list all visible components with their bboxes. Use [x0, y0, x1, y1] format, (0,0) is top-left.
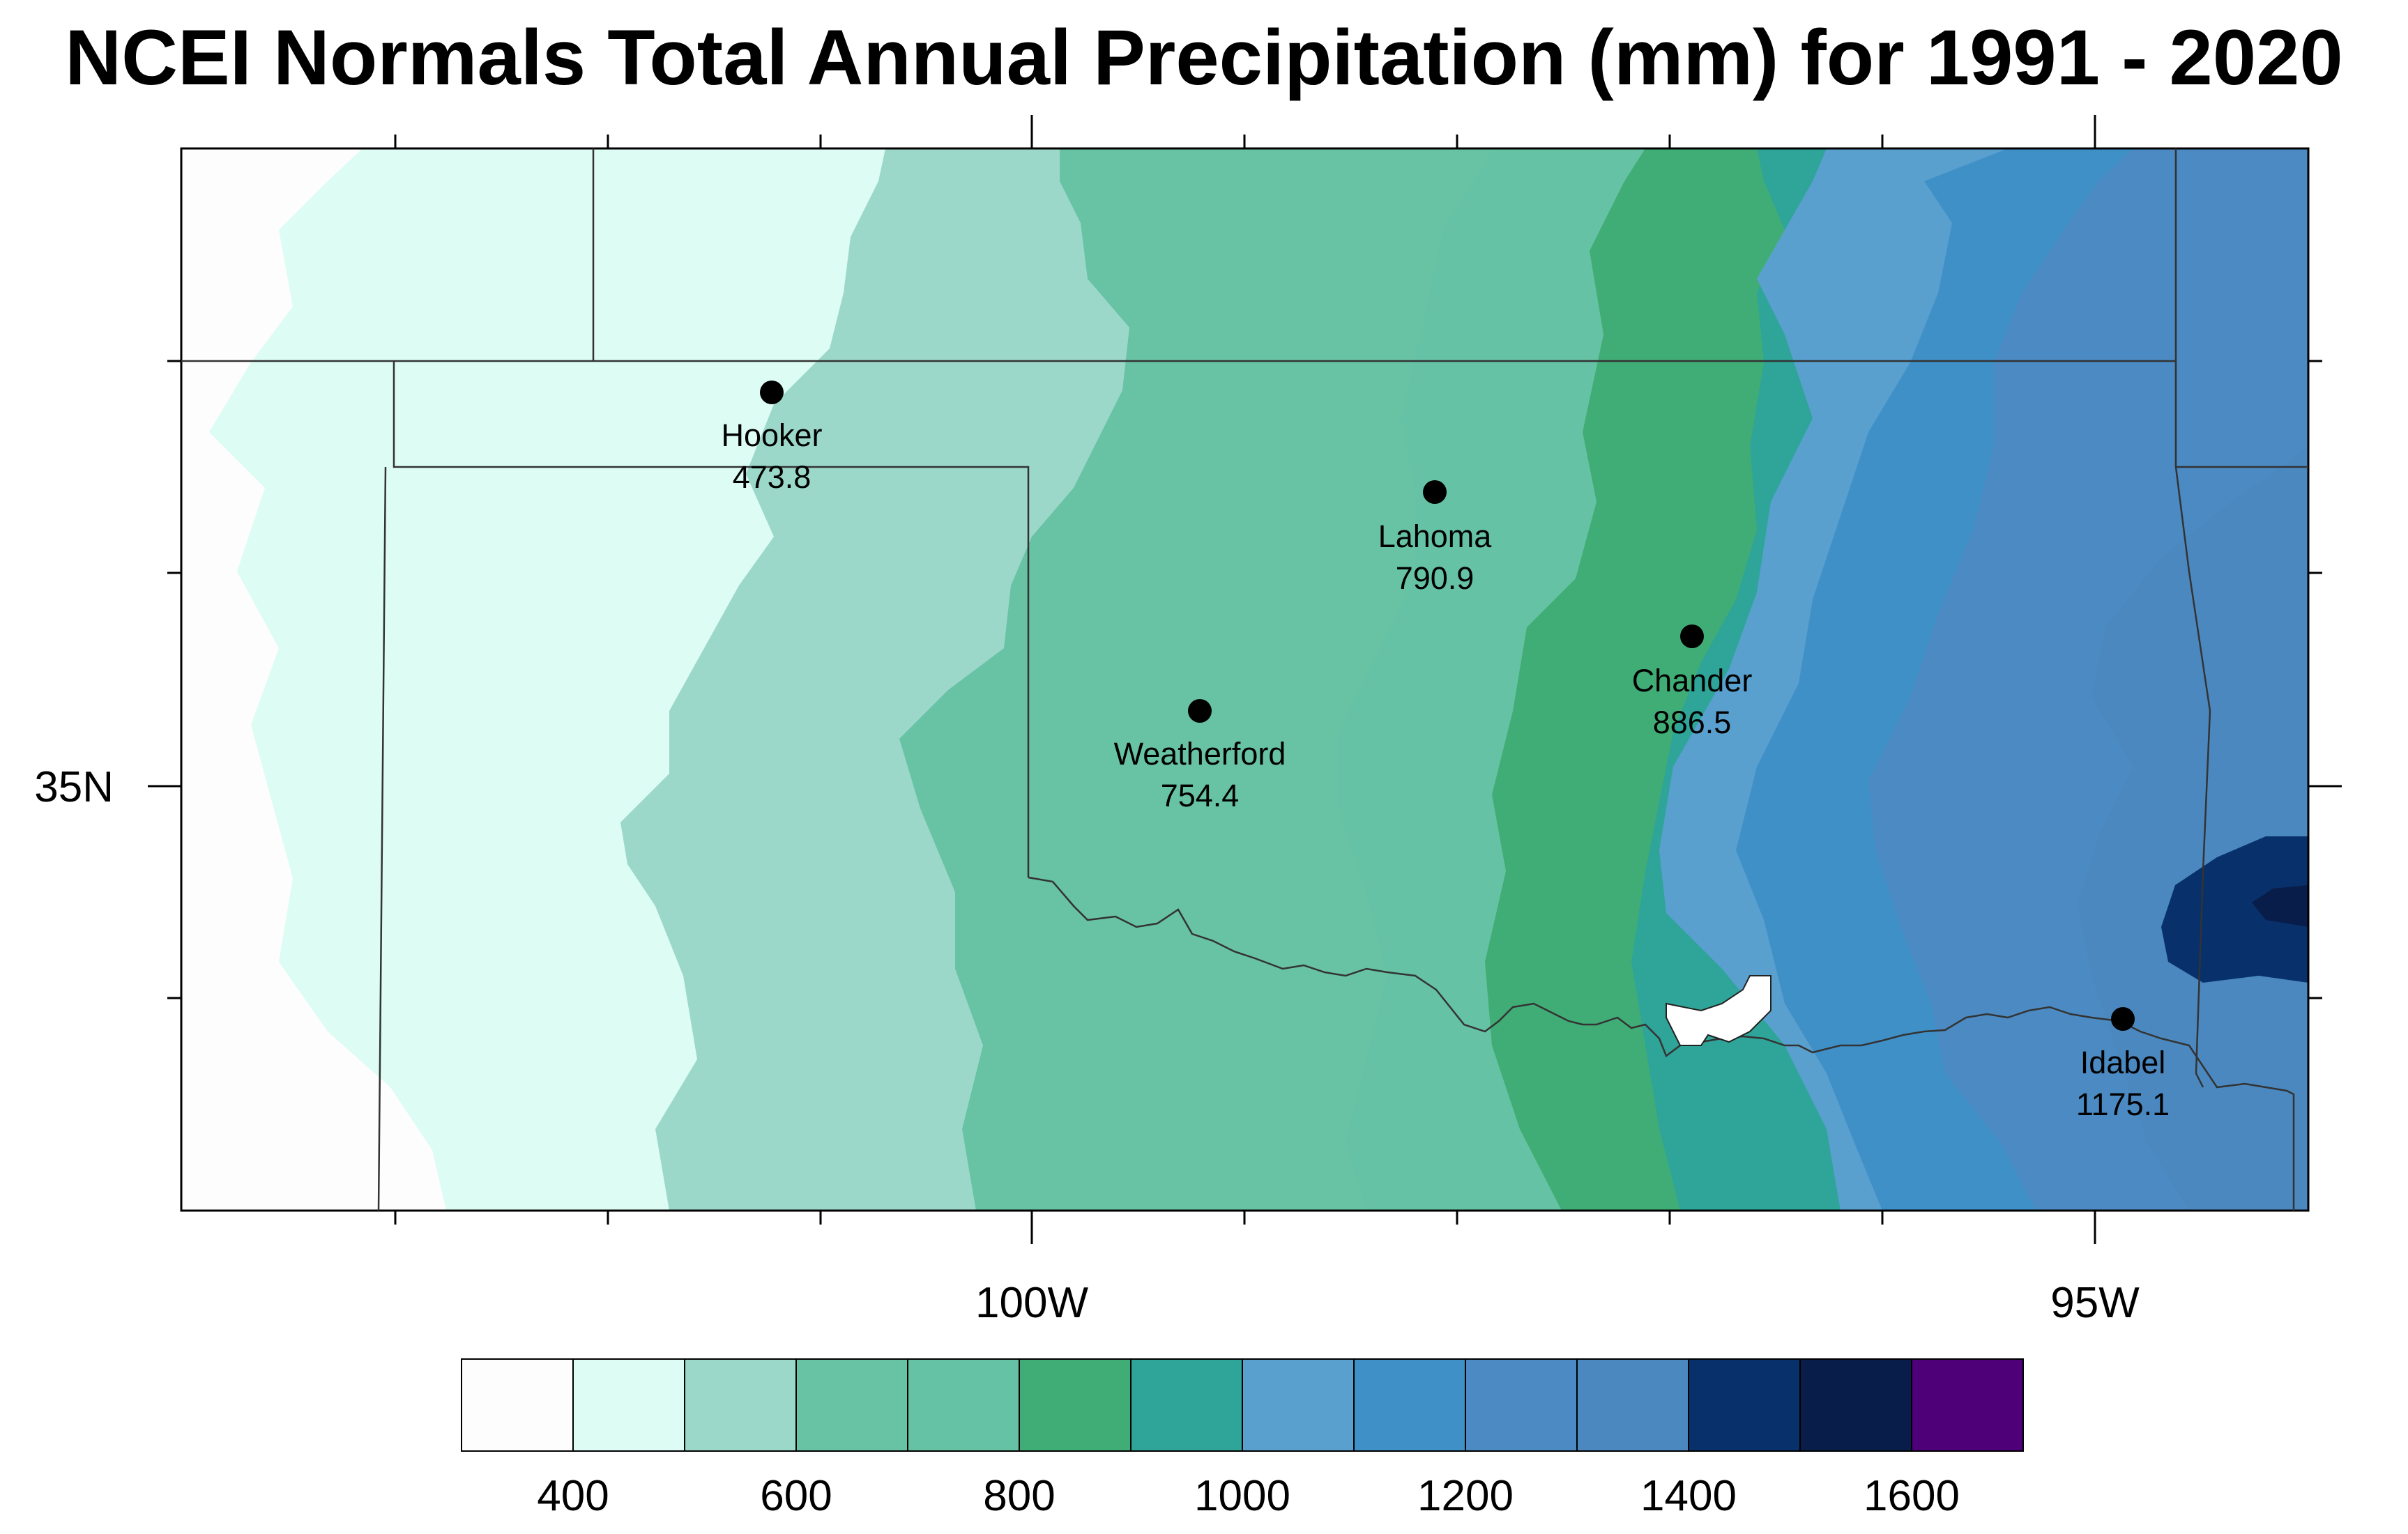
colorbar-swatch	[1130, 1358, 1243, 1452]
band-1500-1600	[2252, 885, 2308, 927]
colorbar: 400 600 800 1000 1200 1400 1600	[461, 1358, 2024, 1520]
missing-data-patch	[1666, 975, 1771, 1046]
colorbar-swatch	[461, 1358, 574, 1452]
new-mexico-texas-border	[377, 466, 387, 1211]
colorbar-swatch	[907, 1358, 1020, 1452]
tick-marks	[148, 115, 2342, 1244]
colorbar-swatch	[572, 1358, 685, 1452]
colorbar-swatch	[1688, 1358, 1801, 1452]
colorbar-label: 1000	[1194, 1472, 1290, 1520]
station-hooker: Hooker 473.8	[721, 381, 823, 495]
x-label-95w: 95W	[2050, 1279, 2140, 1327]
station-idabel: Idabel 1175.1	[2076, 1007, 2170, 1122]
colorbar-label: 1600	[1864, 1472, 1960, 1520]
station-weatherford: Weatherford 754.4	[1114, 699, 1286, 813]
colorbar-swatch	[1799, 1358, 1912, 1452]
colorbar-label: 400	[537, 1472, 609, 1520]
station-name: Idabel	[2080, 1045, 2166, 1080]
station-value: 473.8	[733, 459, 811, 495]
state-boundaries	[181, 148, 2308, 1211]
station-value: 754.4	[1161, 778, 1240, 813]
station-name: Lahoma	[1378, 519, 1493, 554]
station-marker	[1188, 699, 1212, 723]
station-name: Chander	[1632, 663, 1753, 698]
x-label-100w: 100W	[975, 1279, 1088, 1327]
colorbar-swatch	[1019, 1358, 1131, 1452]
station-lahoma: Lahoma 790.9	[1378, 480, 1493, 596]
red-river-border	[1028, 876, 2295, 1211]
colorbar-swatch	[1353, 1358, 1466, 1452]
station-name: Hooker	[721, 417, 822, 453]
station-marker	[2111, 1007, 2135, 1031]
colorbar-swatch	[1465, 1358, 1578, 1452]
colorbar-swatch	[1576, 1358, 1689, 1452]
colorbar-label: 1400	[1640, 1472, 1737, 1520]
colorbar-swatch	[1911, 1358, 2024, 1452]
colorbar-label: 800	[983, 1472, 1055, 1520]
station-value: 886.5	[1653, 705, 1732, 740]
arkansas-oklahoma-border	[2174, 466, 2211, 1088]
station-value: 790.9	[1396, 560, 1474, 596]
map-title: NCEI Normals Total Annual Precipitation …	[65, 14, 2343, 101]
station-chander: Chander 886.5	[1632, 624, 1753, 740]
band-1400-1500	[2161, 836, 2308, 983]
precip-fill-layer	[181, 148, 2308, 1211]
colorbar-swatch	[684, 1358, 797, 1452]
station-value: 1175.1	[2076, 1087, 2170, 1122]
y-label-35n: 35N	[34, 763, 114, 811]
colorbar-swatch	[1242, 1358, 1355, 1452]
colorbar-swatch	[795, 1358, 908, 1452]
station-marker	[1423, 480, 1447, 504]
band-1300-1400	[2078, 446, 2308, 1211]
station-marker	[1680, 624, 1704, 648]
station-marker	[760, 381, 784, 404]
oklahoma-panhandle-border	[393, 361, 1030, 877]
station-name: Weatherford	[1114, 736, 1286, 772]
colorbar-label: 1200	[1417, 1472, 1514, 1520]
colorbar-label: 600	[760, 1472, 832, 1520]
